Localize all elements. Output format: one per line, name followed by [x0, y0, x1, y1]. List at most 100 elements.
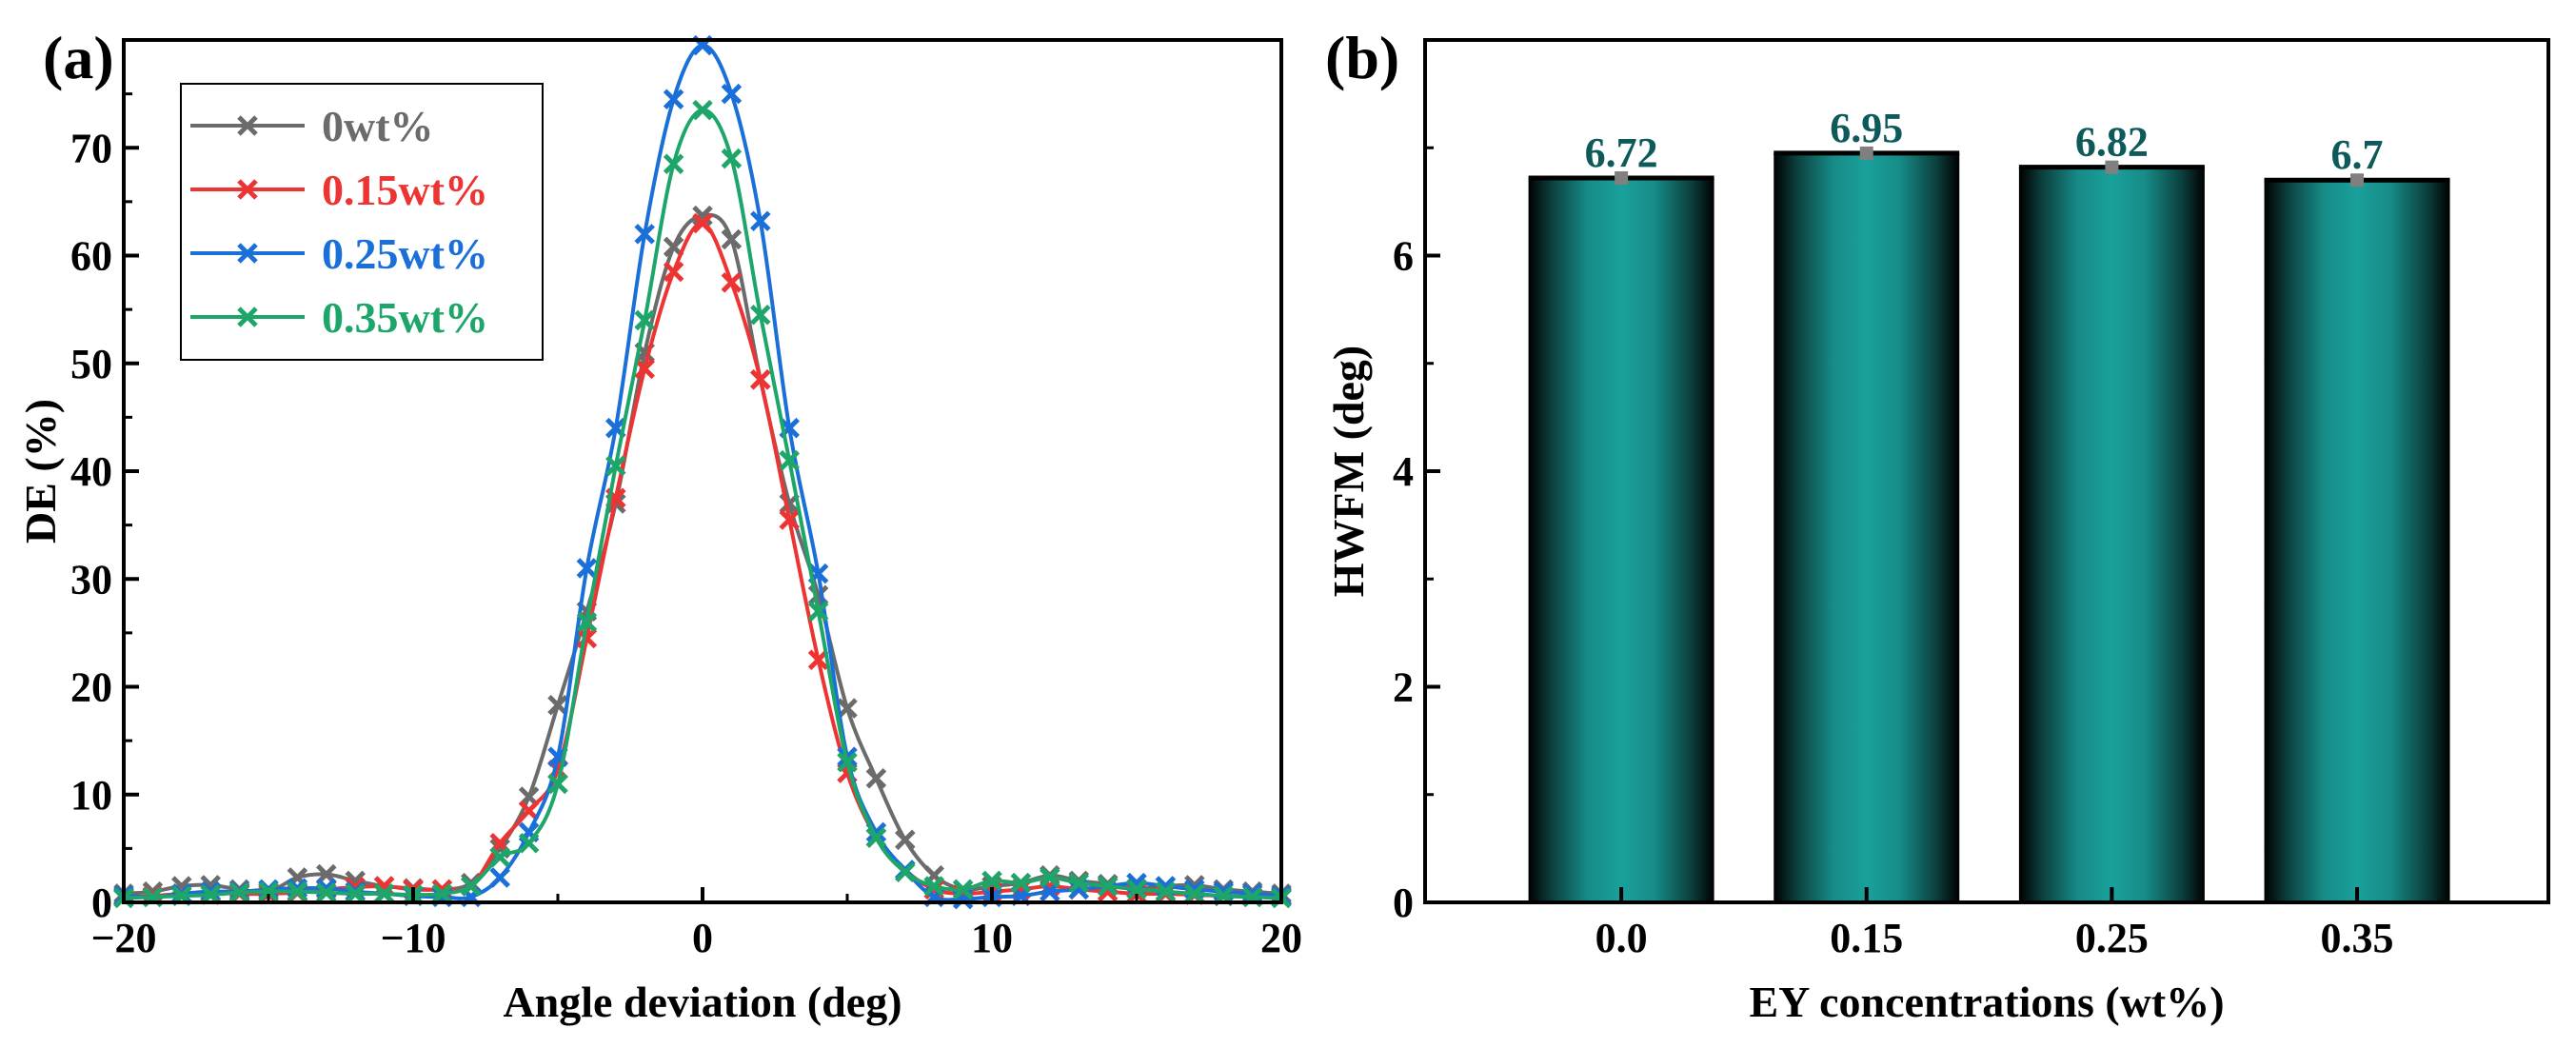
data-point-marker — [692, 212, 713, 234]
panel-a-legend: 0wt% 0.15wt% 0.25wt% 0.35wt% — [180, 83, 544, 361]
panel-b-y-tick-label: 2 — [1393, 664, 1414, 711]
data-point-marker — [865, 827, 887, 848]
data-point-marker — [1068, 872, 1089, 894]
bar — [2264, 180, 2450, 903]
bar — [1528, 177, 1714, 902]
panel-a-x-tick-label: 0 — [692, 915, 713, 961]
data-point-marker — [518, 832, 540, 854]
data-point-marker — [287, 880, 308, 902]
bar-value-label: 6.7 — [2331, 131, 2384, 178]
data-point-marker — [663, 153, 684, 175]
data-point-marker — [750, 368, 771, 390]
panel-a-y-axis-label: DE (%) — [16, 399, 65, 544]
data-point-marker — [518, 800, 540, 821]
data-point-marker — [489, 867, 510, 888]
data-point-marker — [1040, 867, 1060, 888]
panel-b-x-tick-label: 0.35 — [2321, 915, 2394, 961]
panel-b-x-axis-label: EY concentrations (wt%) — [1749, 978, 2224, 1026]
panel-b-y-tick-label: 6 — [1393, 233, 1414, 280]
data-point-marker — [895, 861, 916, 883]
bar-value-label: 6.72 — [1585, 129, 1658, 176]
panel-a-x-tick-label: 10 — [971, 915, 1013, 961]
legend-label: 0.15wt% — [322, 166, 488, 214]
data-point-marker — [634, 358, 655, 380]
legend-label: 0.25wt% — [322, 229, 488, 278]
data-point-marker — [895, 829, 916, 851]
data-point-marker — [1155, 880, 1177, 902]
error-bar-point — [2350, 173, 2365, 188]
data-point-marker — [837, 752, 858, 773]
data-point-marker — [750, 305, 771, 326]
panel-a-x-tick-label: 20 — [1260, 915, 1302, 961]
bar-value-label: 6.95 — [1830, 105, 1903, 151]
data-point-marker — [981, 870, 1002, 892]
data-point-marker — [461, 876, 482, 897]
panel-a-y-tick-label: 20 — [70, 664, 112, 711]
panel-b-x-tick-label: 0.0 — [1595, 915, 1648, 961]
data-point-marker — [1097, 876, 1119, 897]
data-point-marker — [721, 272, 743, 293]
bar-0.25: 6.82 — [2018, 119, 2205, 902]
panel-a-x-tick-label: −10 — [380, 915, 446, 961]
bar — [1773, 152, 1960, 903]
panel-a-x-tick-label: −20 — [90, 915, 156, 961]
data-point-marker — [1184, 883, 1205, 904]
panel-a-line-chart: (a) −20 −10 0 10 20 0 10 20 30 40 50 60 70 0wt% 0.15w… — [16, 24, 1302, 1026]
panel-b-x-tick-label: 0.25 — [2075, 915, 2149, 961]
panel-b-y-tick-label: 4 — [1393, 448, 1414, 495]
data-point-marker — [923, 876, 944, 897]
data-point-marker — [1126, 879, 1147, 900]
panel-b-x-tick-label: 0.15 — [1830, 915, 1903, 961]
data-point-marker — [258, 880, 279, 902]
panel-b-y-tick-label: 0 — [1393, 880, 1414, 926]
legend-item: 0.15wt% — [190, 166, 488, 214]
panel-a-y-tick-label: 40 — [70, 448, 112, 495]
panel-a-x-axis-label: Angle deviation (deg) — [503, 978, 902, 1026]
data-point-marker — [750, 210, 771, 232]
panel-a-y-tick-label: 60 — [70, 233, 112, 280]
data-point-marker — [634, 224, 655, 245]
data-point-marker — [316, 882, 337, 903]
panel-a-y-tick-label: 50 — [70, 341, 112, 387]
data-point-marker — [807, 649, 829, 670]
data-point-marker — [807, 601, 829, 622]
data-point-marker — [634, 309, 655, 331]
data-point-marker — [547, 694, 568, 716]
data-point-marker — [576, 611, 598, 633]
data-point-marker — [373, 883, 395, 904]
data-point-marker — [1010, 872, 1032, 894]
legend-label: 0.35wt% — [322, 293, 488, 342]
legend-item: 0wt% — [190, 102, 434, 150]
data-point-marker — [228, 882, 250, 903]
panel-b-label: (b) — [1325, 24, 1399, 91]
panel-b-y-axis-label: HWFM (deg) — [1324, 346, 1373, 597]
panel-a-y-tick-label: 10 — [70, 772, 112, 819]
panel-a-y-tick-label: 0 — [91, 880, 112, 926]
bar-0.0: 6.72 — [1528, 129, 1714, 902]
data-point-marker — [721, 148, 743, 169]
data-point-marker — [605, 455, 626, 477]
bar-0.35: 6.7 — [2264, 131, 2450, 903]
data-point-marker — [692, 205, 713, 227]
data-point-marker — [865, 767, 887, 789]
panel-a-y-tick-label: 30 — [70, 556, 112, 603]
legend-item: 0.35wt% — [190, 293, 488, 342]
data-point-marker — [837, 698, 858, 719]
data-point-marker — [779, 449, 800, 471]
data-point-marker — [721, 228, 743, 250]
panel-a-y-tick-label: 70 — [70, 125, 112, 171]
legend-label: 0wt% — [322, 102, 434, 150]
data-point-marker — [489, 846, 510, 868]
data-point-marker — [663, 89, 684, 110]
legend-item: 0.25wt% — [190, 229, 488, 278]
data-point-marker — [692, 99, 713, 121]
data-point-marker — [547, 773, 568, 795]
bar — [2018, 167, 2205, 902]
data-point-marker — [345, 883, 366, 904]
data-point-marker — [721, 83, 743, 105]
data-point-marker — [431, 883, 453, 904]
bar-0.15: 6.95 — [1773, 105, 1960, 903]
error-bar-point — [2105, 160, 2119, 174]
